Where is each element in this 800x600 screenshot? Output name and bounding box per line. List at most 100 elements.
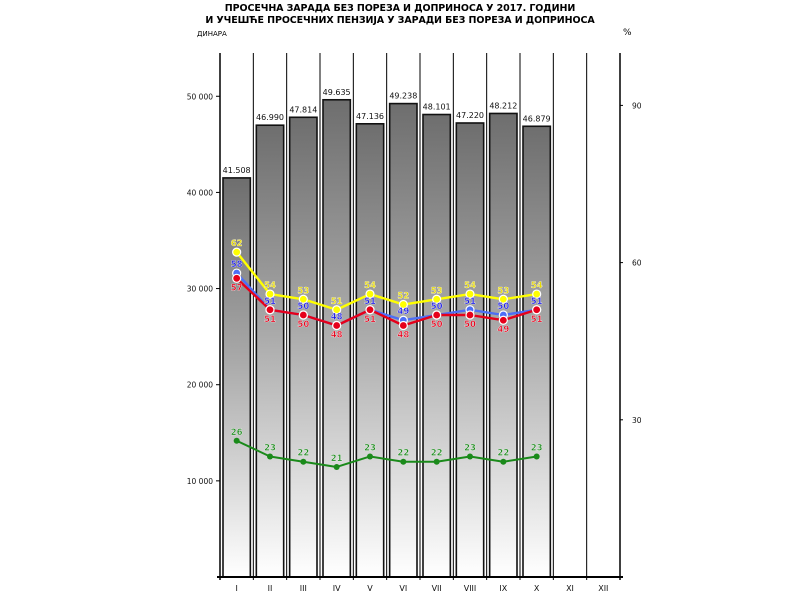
series-label-yellow: 54 <box>531 281 543 291</box>
series-point-yellow <box>298 294 308 304</box>
x-axis-category-label: VII <box>432 584 442 593</box>
bar-value-label: 46.879 <box>523 114 551 123</box>
x-axis-category-label: VI <box>399 584 407 593</box>
series-points <box>232 247 542 470</box>
bar-value-label: 49.635 <box>323 88 351 97</box>
series-label-red: 48 <box>397 330 409 340</box>
series-point-green <box>500 458 507 465</box>
left-axis-unit-label: ДИНАРА <box>197 30 227 38</box>
bar-value-label: 48.212 <box>489 101 517 110</box>
series-label-red: 51 <box>531 315 543 325</box>
series-point-yellow <box>432 294 442 304</box>
series-label-yellow: 53 <box>431 286 443 296</box>
series-label-green: 23 <box>531 443 543 453</box>
series-label-blue: 58 <box>231 260 243 270</box>
bar-value-label: 46.990 <box>256 113 284 122</box>
bar-value-label: 47.814 <box>289 105 317 114</box>
left-axis-tick-label: 20 000 <box>187 381 213 390</box>
series-point-yellow <box>265 289 275 299</box>
series-point-red <box>298 310 308 320</box>
series-label-blue: 51 <box>464 297 476 307</box>
series-point-green <box>367 453 373 460</box>
x-axis-category-label: I <box>235 584 237 593</box>
series-label-yellow: 53 <box>297 286 309 296</box>
series-label-blue: 48 <box>331 312 343 322</box>
series-label-red: 48 <box>331 330 343 340</box>
series-point-yellow <box>498 294 508 304</box>
x-axis-category-label: XI <box>566 584 574 593</box>
series-point-red <box>232 273 242 283</box>
right-axis-tick-label: 90 <box>632 101 642 110</box>
series-point-green <box>333 463 340 470</box>
series-label-yellow: 52 <box>397 292 409 302</box>
series-label-green: 23 <box>264 443 276 453</box>
series-point-green <box>233 437 240 444</box>
series-label-yellow: 54 <box>364 281 376 291</box>
bar-II <box>255 124 285 578</box>
series-label-green: 23 <box>364 443 376 453</box>
series-label-yellow: 62 <box>231 239 243 249</box>
bar-value-label: 49.238 <box>389 92 417 101</box>
series-label-red: 51 <box>264 315 276 325</box>
left-axis-tick-label: 30 000 <box>187 285 213 294</box>
series-point-yellow <box>332 305 342 315</box>
bar-VIII <box>455 122 485 578</box>
series-label-yellow: 51 <box>331 297 343 307</box>
series-point-green <box>467 453 473 460</box>
x-axis-category-label: V <box>367 584 373 593</box>
series-point-red <box>265 305 275 315</box>
left-axis-tick-label: 40 000 <box>187 188 213 197</box>
bar-VI <box>388 102 418 578</box>
series-label-green: 21 <box>331 454 343 464</box>
series-label-red: 50 <box>431 320 443 330</box>
series-label-blue: 50 <box>497 302 509 312</box>
series-point-red <box>532 305 542 315</box>
series-point-yellow <box>398 299 408 310</box>
bar-value-label: 41.508 <box>223 166 251 175</box>
right-axis-tick-label: 30 <box>632 416 642 425</box>
series-line-green <box>236 439 537 468</box>
series-point-yellow <box>532 289 542 299</box>
chart-subtitle: И УЧЕШЋЕ ПРОСЕЧНИХ ПЕНЗИЈА У ЗАРАДИ БЕЗ … <box>205 15 595 26</box>
x-axis-category-label: X <box>534 584 540 593</box>
x-axis-category-label: IX <box>499 584 507 593</box>
series-line-red <box>235 277 538 327</box>
x-axis-category-label: IV <box>333 584 341 593</box>
bar-IX <box>488 112 518 578</box>
series-point-green <box>400 458 407 465</box>
series-point-red <box>465 310 475 320</box>
bar-value-label: 47.220 <box>456 111 484 120</box>
series-point-red <box>365 305 375 315</box>
x-axis-category-label: XII <box>598 584 608 593</box>
series-label-blue: 49 <box>397 307 409 317</box>
bar-value-label: 48.101 <box>423 103 451 112</box>
left-axis-tick-label: 50 000 <box>187 92 213 101</box>
series-label-green: 22 <box>497 449 509 459</box>
bars <box>222 98 552 578</box>
series-label-blue: 51 <box>364 297 376 307</box>
series-label-green: 22 <box>297 449 309 459</box>
series-label-blue: 51 <box>264 297 276 307</box>
bar-V <box>355 123 385 578</box>
bar-value-label: 47.136 <box>356 112 384 121</box>
series-line-yellow <box>235 251 537 311</box>
series-label-red: 57 <box>231 283 243 293</box>
series-point-green <box>433 458 440 465</box>
series-point-yellow <box>365 289 375 299</box>
bar-I <box>222 177 252 578</box>
series-label-green: 22 <box>397 449 409 459</box>
series-label-blue: 50 <box>297 302 309 312</box>
series-label-yellow: 53 <box>497 286 509 296</box>
bar-III <box>288 116 318 578</box>
series-point-green <box>533 453 540 460</box>
series-label-blue: 51 <box>531 297 543 307</box>
x-axis-category-label: VIII <box>464 584 477 593</box>
series-point-yellow <box>465 289 475 299</box>
series-label-red: 49 <box>497 325 509 335</box>
left-axis-tick-label: 10 000 <box>187 477 213 486</box>
series-lines <box>235 251 538 468</box>
series-label-red: 50 <box>297 320 309 330</box>
series-point-red <box>498 315 508 325</box>
bar-X <box>522 125 552 578</box>
